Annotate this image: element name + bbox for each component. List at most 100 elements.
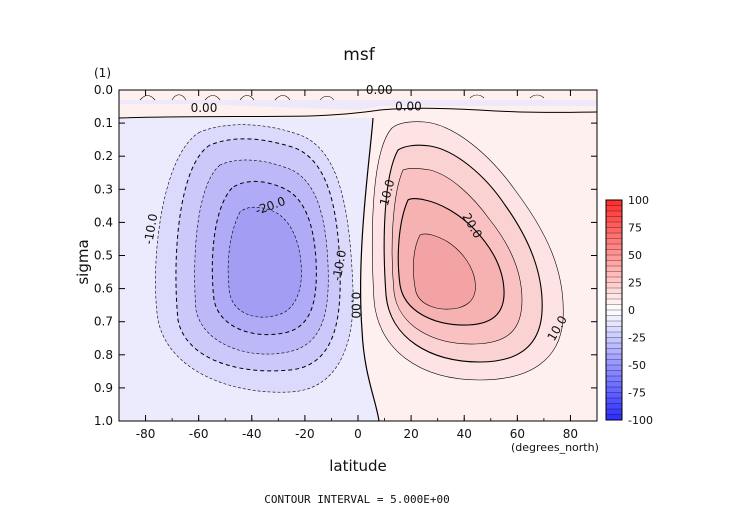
colorbar-swatch — [606, 398, 622, 404]
y-tick-label: 0.2 — [94, 149, 113, 163]
x-tick-label: -40 — [242, 427, 262, 441]
colorbar-swatch — [606, 392, 622, 399]
colorbar-swatch — [606, 359, 622, 366]
colorbar-swatch — [606, 315, 622, 322]
colorbar-swatch — [606, 365, 622, 371]
y-units-label: (1) — [94, 66, 111, 80]
colorbar-swatch — [606, 370, 622, 377]
colorbar-swatch — [606, 249, 622, 256]
colorbar-swatch — [606, 299, 622, 305]
x-axis: -80 -60 -40 -20 0 20 40 60 80 — [118, 90, 598, 441]
x-tick-label: -20 — [295, 427, 315, 441]
colorbar-swatch — [606, 414, 622, 421]
x-tick-label: 20 — [403, 427, 418, 441]
pos-contour-10 — [383, 144, 543, 363]
x-tick-label: 40 — [457, 427, 472, 441]
colorbar-swatch — [606, 337, 622, 344]
colorbar-swatch — [606, 304, 622, 311]
colorbar-swatch — [606, 211, 622, 217]
colorbar-swatch — [606, 288, 622, 294]
colorbar: 100 75 50 25 0 -25 -50 -75 -100 — [605, 194, 653, 427]
colorbar-swatch — [606, 266, 622, 272]
negative-region-25 — [228, 207, 302, 318]
colorbar-tick-label: 75 — [628, 222, 642, 235]
colorbar-swatch — [606, 282, 622, 289]
y-axis-title: sigma — [74, 239, 92, 284]
zero-contour-surface — [119, 107, 597, 119]
colorbar-swatch — [606, 343, 622, 349]
contour-label: 0.00 — [395, 100, 422, 114]
colorbar-swatch — [606, 233, 622, 239]
y-tick-label: 1.0 — [94, 414, 113, 428]
y-axis: 0.0 0.1 0.2 0.3 0.4 0.5 0.6 0.7 0.8 0.9 1.0 — [94, 83, 597, 428]
colorbar-tick-label: -100 — [628, 414, 653, 427]
colorbar-swatch — [606, 244, 622, 250]
y-tick-label: 0.1 — [94, 116, 113, 130]
neg-contour-5 — [155, 124, 354, 393]
colorbar-swatch — [606, 216, 622, 223]
pos-contour-20 — [397, 197, 505, 326]
pos-contour-25 — [413, 233, 476, 310]
colorbar-swatch — [606, 403, 622, 410]
contour-label: -10.0 — [141, 213, 160, 246]
colorbar-swatch — [606, 293, 622, 300]
surface-negative-band — [119, 100, 597, 110]
y-tick-label: 0.9 — [94, 381, 113, 395]
colorbar-swatch — [606, 260, 622, 267]
colorbar-swatch — [606, 271, 622, 278]
x-tick-label: -80 — [136, 427, 156, 441]
colorbar-swatch — [606, 205, 622, 212]
y-tick-label: 0.5 — [94, 249, 113, 263]
colorbar-swatch — [606, 321, 622, 327]
zero-contour — [360, 117, 380, 421]
x-tick-label: -60 — [189, 427, 209, 441]
x-tick-label: 60 — [510, 427, 525, 441]
positive-region-25 — [413, 233, 476, 310]
colorbar-swatch — [606, 277, 622, 283]
y-tick-label: 0.7 — [94, 315, 113, 329]
contour-label: -10.0 — [330, 249, 349, 282]
contour-interval-text: CONTOUR INTERVAL = 5.000E+00 — [264, 493, 449, 506]
colorbar-swatch — [606, 310, 622, 316]
contour-label: 0.00 — [348, 292, 362, 319]
colorbar-swatch — [606, 387, 622, 393]
y-tick-label: 0.8 — [94, 348, 113, 362]
colorbar-swatch — [606, 227, 622, 234]
neg-contour-15 — [194, 159, 329, 355]
colorbar-swatch — [606, 332, 622, 338]
x-tick-label: 0 — [354, 427, 362, 441]
colorbar-tick-label: -75 — [628, 387, 646, 400]
x-tick-label: 80 — [563, 427, 578, 441]
colorbar-tick-label: 50 — [628, 249, 642, 262]
contour-field — [119, 90, 597, 421]
colorbar-tick-label: -50 — [628, 359, 646, 372]
pos-contour-5 — [372, 121, 564, 381]
colorbar-swatch — [606, 200, 622, 206]
chart-title: msf — [343, 45, 375, 65]
colorbar-swatch — [606, 255, 622, 261]
surface-cells — [139, 94, 545, 101]
y-tick-label: 0.0 — [94, 83, 113, 97]
contour-label: 10.0 — [377, 178, 397, 207]
colorbar-frame — [605, 199, 623, 421]
x-axis-title: latitude — [329, 457, 387, 475]
colorbar-swatch — [606, 381, 622, 388]
colorbar-swatch — [606, 354, 622, 360]
contour-label: 0.00 — [366, 83, 393, 97]
colorbar-swatch — [606, 238, 622, 245]
colorbar-swatch — [606, 326, 622, 333]
contour-label: 0.00 — [191, 101, 218, 115]
colorbar-swatch — [606, 222, 622, 228]
y-tick-label: 0.3 — [94, 182, 113, 196]
colorbar-swatch — [606, 348, 622, 355]
neg-contour-20 — [211, 181, 317, 336]
pos-contour-15 — [391, 168, 523, 345]
colorbar-swatch — [606, 409, 622, 415]
colorbar-tick-label: 100 — [628, 194, 649, 207]
x-units-label: (degrees_north) — [511, 441, 599, 454]
colorbar-tick-label: 25 — [628, 277, 642, 290]
y-tick-label: 0.6 — [94, 282, 113, 296]
colorbar-tick-label: -25 — [628, 332, 646, 345]
neg-contour-10 — [175, 138, 341, 372]
